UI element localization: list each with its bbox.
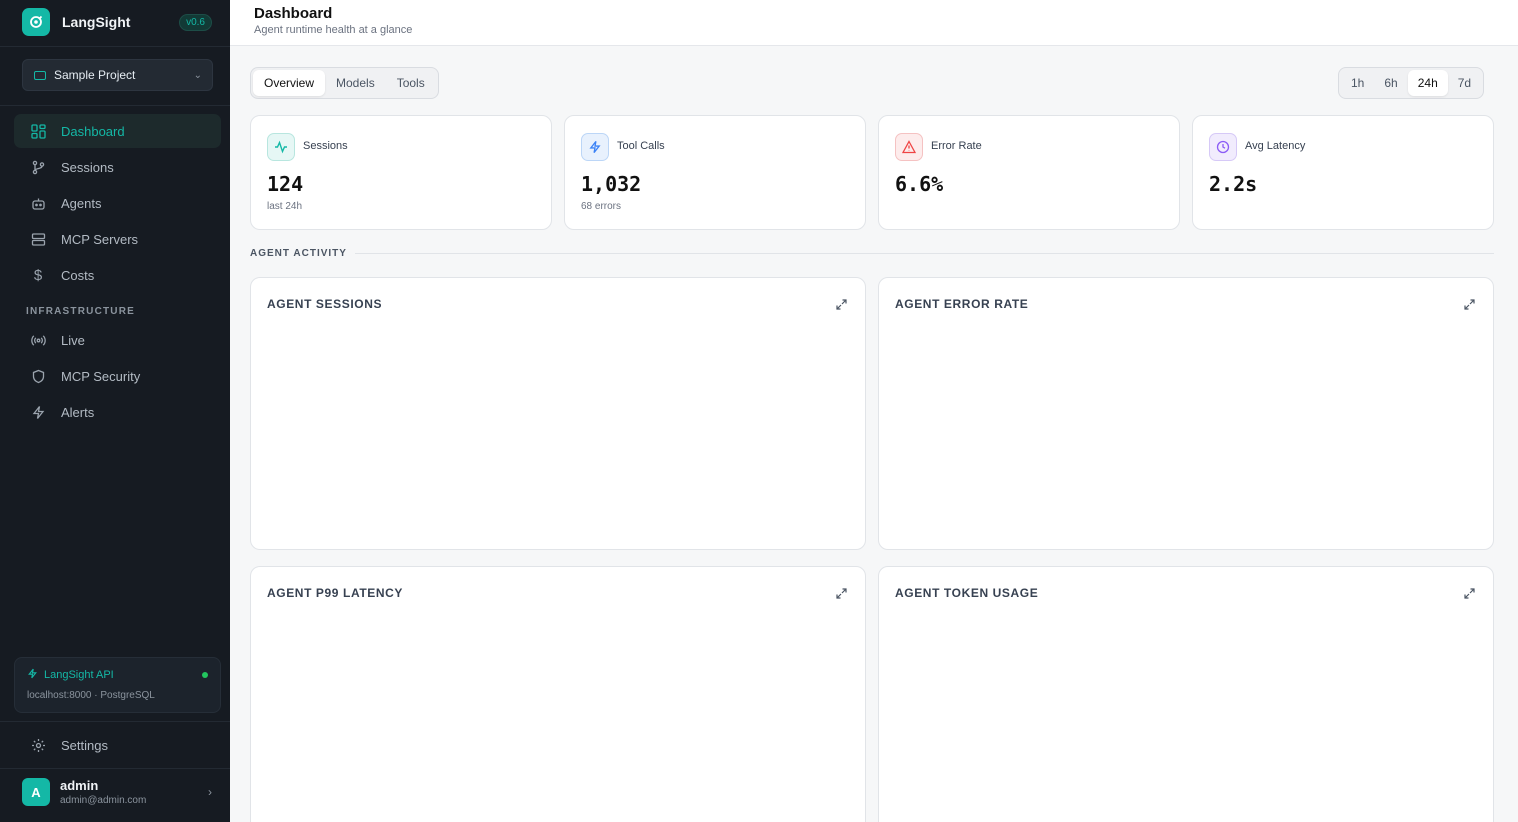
stat-card-sessions: Sessions 124 last 24h	[250, 115, 552, 230]
zap-icon	[581, 133, 609, 161]
nav-item-agents[interactable]: Agents	[14, 186, 221, 220]
range-7d[interactable]: 7d	[1457, 76, 1472, 90]
api-status: LangSight API localhost:8000 · PostgreSQ…	[14, 657, 221, 713]
stat-value: 6.6%	[895, 172, 944, 196]
clock-icon	[1209, 133, 1237, 161]
tab-tools[interactable]: Tools	[396, 76, 425, 90]
bar-chart	[251, 278, 867, 551]
user-email: admin@admin.com	[60, 795, 147, 806]
project-name: Sample Project	[54, 68, 136, 82]
stat-label: Error Rate	[931, 140, 982, 152]
divider	[355, 253, 1494, 254]
nav-item-sessions[interactable]: Sessions	[14, 150, 221, 184]
user-name: admin	[60, 778, 99, 793]
line-chart	[879, 278, 1495, 551]
nav-item-dashboard[interactable]: Dashboard	[14, 114, 221, 148]
nav-item-mcp-security[interactable]: MCP Security	[14, 359, 221, 393]
stat-sub: last 24h	[267, 201, 303, 212]
activity-icon	[267, 133, 295, 161]
grid-icon	[30, 123, 46, 139]
section-label: AGENT ACTIVITY	[250, 248, 347, 259]
folder-icon	[34, 70, 46, 80]
nav-label: MCP Servers	[61, 231, 139, 247]
nav-label: Alerts	[61, 404, 95, 420]
stat-label: Tool Calls	[617, 140, 665, 152]
page-header: Dashboard Agent runtime health at a glan…	[230, 0, 1518, 46]
nav-item-live[interactable]: Live	[14, 323, 221, 357]
nav-item-costs[interactable]: $ Costs	[14, 258, 221, 292]
user-menu[interactable]: A admin admin@admin.com ›	[22, 777, 212, 807]
app-name: LangSight	[62, 14, 131, 30]
version-badge: v0.6	[179, 13, 212, 31]
nav-label: Agents	[61, 195, 102, 211]
range-24h[interactable]: 24h	[1407, 70, 1448, 96]
chart-card-agent-error-rate: AGENT ERROR RATE 0%10%19%28%38%20:0021:0…	[878, 277, 1518, 551]
chart-card-agent-p99-latency: AGENT P99 LATENCY 0ms60.0s120.0s180.0s24…	[250, 566, 1444, 822]
divider	[0, 46, 230, 47]
sidebar: LangSight v0.6 Sample Project ⌄ Dashboar…	[0, 0, 230, 822]
divider	[0, 105, 230, 106]
server-icon	[30, 231, 46, 247]
chevron-right-icon: ›	[208, 785, 212, 799]
nav-item-settings[interactable]: Settings	[14, 728, 221, 762]
stat-value: 2.2s	[1209, 172, 1258, 196]
time-range-selector: 1h 6h 24h 7d	[1338, 67, 1485, 99]
view-tabs: Overview Models Tools	[250, 67, 439, 99]
logo-icon	[22, 8, 50, 36]
nav-label: Settings	[61, 737, 108, 753]
chart-title: AGENT SESSIONS	[267, 297, 383, 311]
chart-title: AGENT P99 LATENCY	[267, 586, 403, 600]
stat-card-error-rate: Error Rate 6.6%	[878, 115, 1180, 230]
area-chart	[879, 567, 1495, 822]
bot-icon	[30, 195, 46, 211]
shield-icon	[30, 368, 46, 384]
page-subtitle: Agent runtime health at a glance	[254, 24, 413, 36]
avatar: A	[22, 778, 50, 806]
zap-icon	[30, 404, 46, 420]
chevron-down-icon: ⌄	[193, 69, 202, 81]
divider	[0, 768, 230, 769]
git-branch-icon	[30, 159, 46, 175]
stat-label: Sessions	[303, 140, 348, 152]
stat-value: 1,032	[581, 172, 642, 196]
radio-icon	[30, 332, 46, 348]
stat-value: 124	[267, 172, 304, 196]
project-selector[interactable]: Sample Project ⌄	[22, 59, 213, 91]
tab-models[interactable]: Models	[336, 76, 375, 90]
status-dot	[202, 672, 208, 678]
divider	[0, 721, 230, 722]
api-detail: localhost:8000 · PostgreSQL	[27, 690, 155, 701]
nav-label: Dashboard	[61, 123, 125, 139]
page-title: Dashboard	[254, 5, 333, 22]
alert-triangle-icon	[895, 133, 923, 161]
brand[interactable]: LangSight v0.6	[22, 8, 212, 36]
range-1h[interactable]: 1h	[1351, 76, 1365, 90]
zap-icon	[27, 668, 38, 682]
nav-label: Costs	[61, 267, 95, 283]
stat-card-avg-latency: Avg Latency 2.2s	[1192, 115, 1494, 230]
nav-label: MCP Security	[61, 368, 141, 384]
api-title: LangSight API	[44, 669, 114, 681]
stat-sub: 68 errors	[581, 201, 622, 212]
nav-item-alerts[interactable]: Alerts	[14, 395, 221, 429]
nav-section-label: INFRASTRUCTURE	[26, 306, 136, 317]
stat-label: Avg Latency	[1245, 140, 1306, 152]
stat-card-tool-calls: Tool Calls 1,032 68 errors	[564, 115, 866, 230]
nav-label: Sessions	[61, 159, 114, 175]
chart-card-agent-sessions: AGENT SESSIONS 025507510020:0021:0013:00	[250, 277, 1431, 551]
tab-overview[interactable]: Overview	[253, 70, 326, 96]
chart-title: AGENT TOKEN USAGE	[895, 586, 1039, 600]
nav-label: Live	[61, 332, 85, 348]
chart-title: AGENT ERROR RATE	[895, 297, 1029, 311]
range-6h[interactable]: 6h	[1384, 76, 1398, 90]
line-chart	[251, 567, 867, 822]
chart-card-agent-token-usage: AGENT TOKEN USAGE 0150k300k450k600k20:00…	[878, 566, 1518, 822]
gear-icon	[30, 737, 46, 753]
dollar-icon: $	[33, 266, 43, 284]
nav-item-mcp-servers[interactable]: MCP Servers	[14, 222, 221, 256]
